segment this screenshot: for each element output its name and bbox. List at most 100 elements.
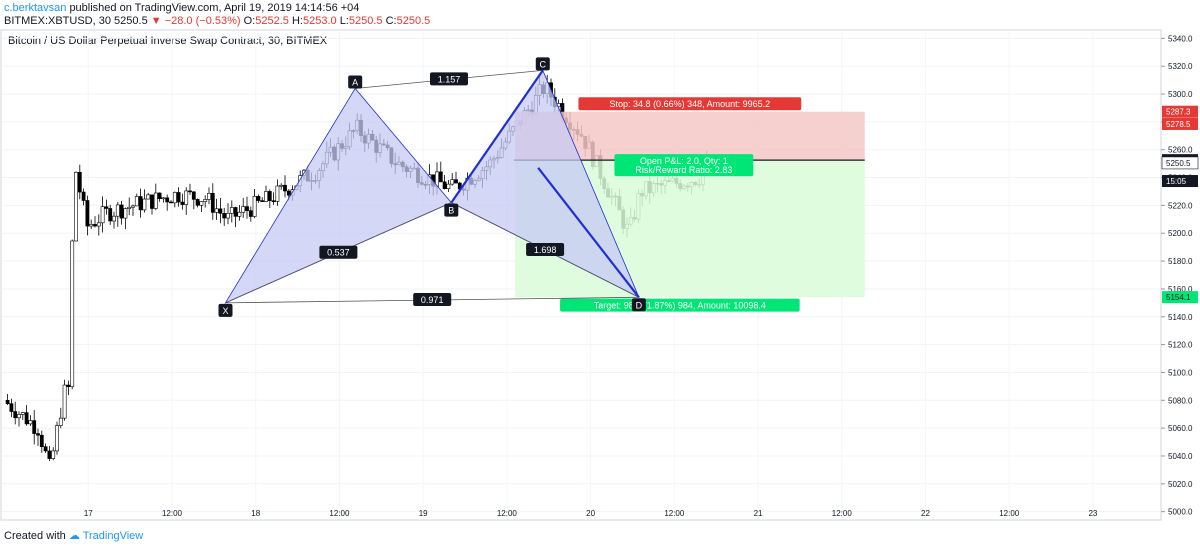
candle-body: [104, 206, 109, 209]
candle-body: [260, 200, 265, 202]
candle-body: [58, 417, 63, 426]
candle-body: [146, 194, 151, 200]
high-label: H:: [291, 15, 303, 27]
candle-body: [108, 208, 113, 222]
candle-body: [39, 434, 44, 447]
candle-body: [210, 192, 215, 213]
candle-body: [283, 184, 287, 192]
candle-body: [214, 208, 219, 213]
candle-body: [150, 194, 154, 209]
ratio-xd-label: 0.971: [413, 293, 452, 307]
candle-body: [96, 222, 101, 227]
candle-body: [66, 384, 71, 388]
stop-label: Stop: 34.8 (0.66%) 348, Amount: 9965.2: [578, 97, 802, 111]
ratio-xd-label-bg: [413, 293, 452, 307]
price-badge[interactable]: 15:05: [1162, 175, 1198, 188]
candle-body: [142, 198, 147, 211]
stop-label-bg: [578, 97, 802, 111]
candle-body: [245, 206, 249, 212]
point-b-label-bg: [444, 203, 459, 217]
ratio-ac-label-text: 1.157: [438, 74, 461, 84]
publish-text: published on TradingView.com, April 19, …: [69, 2, 360, 14]
candle-body: [229, 207, 234, 214]
candle-body: [446, 183, 451, 189]
time-axis[interactable]: 17 12:00 18 12:00 19 12:00 20 12:00 21 12:00 22 12:…: [1, 509, 1161, 521]
time-tick-label: 23: [1088, 509, 1097, 518]
candle-body: [226, 212, 230, 219]
candle-body: [20, 412, 25, 415]
projection-line[interactable]: [537, 167, 640, 298]
price-tick-label: 5020.0: [1168, 480, 1193, 489]
candle-body: [169, 201, 173, 204]
price-badge-bg: [1161, 156, 1199, 170]
price-badge[interactable]: 5287.3: [1162, 105, 1198, 118]
time-tick-label: 21: [754, 509, 763, 518]
price-badge-text: 5287.3: [1166, 108, 1191, 117]
price-badge[interactable]: 5154.1: [1162, 291, 1198, 304]
candle-body: [450, 179, 455, 185]
ratio-bd-label-bg: [526, 242, 565, 256]
close-value: 5250.5: [396, 15, 431, 27]
open-label: O:: [243, 15, 256, 27]
point-c-label-text: C: [540, 59, 547, 69]
time-tick-label: 12:00: [999, 509, 1020, 518]
candle-body: [77, 171, 82, 193]
candle-body: [62, 384, 67, 419]
candle-body: [267, 191, 272, 201]
tradingview-link[interactable]: TradingView: [82, 530, 144, 542]
publisher-link[interactable]: c.berktavsan: [4, 2, 67, 14]
price-badge-bg: [1162, 291, 1198, 304]
target-label-text: Target: 98.4 (1.87%) 984, Amount: 10098.…: [594, 301, 766, 311]
close-label: C:: [385, 15, 397, 27]
candle-body: [32, 420, 37, 434]
price-tick-label: 5040.0: [1168, 452, 1193, 461]
candle-body: [256, 196, 261, 201]
price-badge-text: 5250.5: [1166, 159, 1191, 168]
candle-body: [131, 205, 135, 208]
candle-body: [199, 201, 204, 206]
price-tick-label: 5120.0: [1168, 341, 1193, 350]
candle-body: [119, 204, 124, 219]
candle-body: [233, 207, 238, 217]
price-tick-label: 5000.0: [1168, 508, 1193, 517]
candle-body: [203, 199, 208, 202]
chart-title: Bitcoin / US Dollar Perpetual Inverse Sw…: [8, 35, 328, 47]
footer: Created with ☁ TradingView: [0, 524, 1200, 546]
chart-canvas[interactable]: Bitcoin / US Dollar Perpetual Inverse Sw…: [0, 28, 1200, 522]
candle-body: [81, 191, 86, 201]
candle-body: [5, 399, 10, 404]
point-b-label-text: B: [448, 206, 454, 216]
price-tick-label: 5160.0: [1168, 285, 1193, 294]
created-text: Created with: [4, 530, 66, 542]
pnl-label-text: Open P&L: 2.0, Qty: 1: [640, 156, 728, 166]
candle-body: [89, 224, 94, 227]
price-badge[interactable]: 5278.5: [1162, 117, 1198, 130]
candle-body: [438, 171, 443, 183]
candle-body: [188, 190, 192, 193]
point-a-label-text: A: [352, 77, 358, 87]
low-label: L:: [339, 15, 349, 27]
time-tick-label: 12:00: [497, 509, 518, 518]
price-badge-bg: [1162, 117, 1198, 130]
candle-body: [43, 446, 48, 452]
harmonic-pattern[interactable]: X A B C D 1.157 0.537 1.698 0.971: [218, 57, 646, 317]
price-axis[interactable]: 5340.05320.05300.05280.05260.05240.05220…: [1160, 30, 1199, 520]
candle-body: [264, 191, 268, 202]
time-tick-label: 20: [586, 509, 595, 518]
price-tick-label: 5340.0: [1168, 34, 1193, 43]
stop-label-text: Stop: 34.8 (0.66%) 348, Amount: 9965.2: [610, 99, 771, 109]
candle-body: [275, 185, 280, 202]
price-badge-bg: [1162, 105, 1198, 118]
bc-leg[interactable]: [450, 69, 544, 204]
time-tick-label: 12:00: [664, 509, 685, 518]
point-a-label: A: [348, 75, 363, 89]
price-tick-label: 5060.0: [1168, 424, 1193, 433]
point-c-label-bg: [535, 57, 550, 71]
price-badge[interactable]: 5250.5: [1161, 156, 1199, 170]
candle-body: [237, 211, 242, 217]
candle-body: [161, 197, 166, 200]
chart-frame[interactable]: Bitcoin / US Dollar Perpetual Inverse Sw…: [0, 28, 1200, 522]
point-d-label: D: [631, 298, 646, 312]
down-arrow-icon: ▼: [150, 15, 162, 27]
